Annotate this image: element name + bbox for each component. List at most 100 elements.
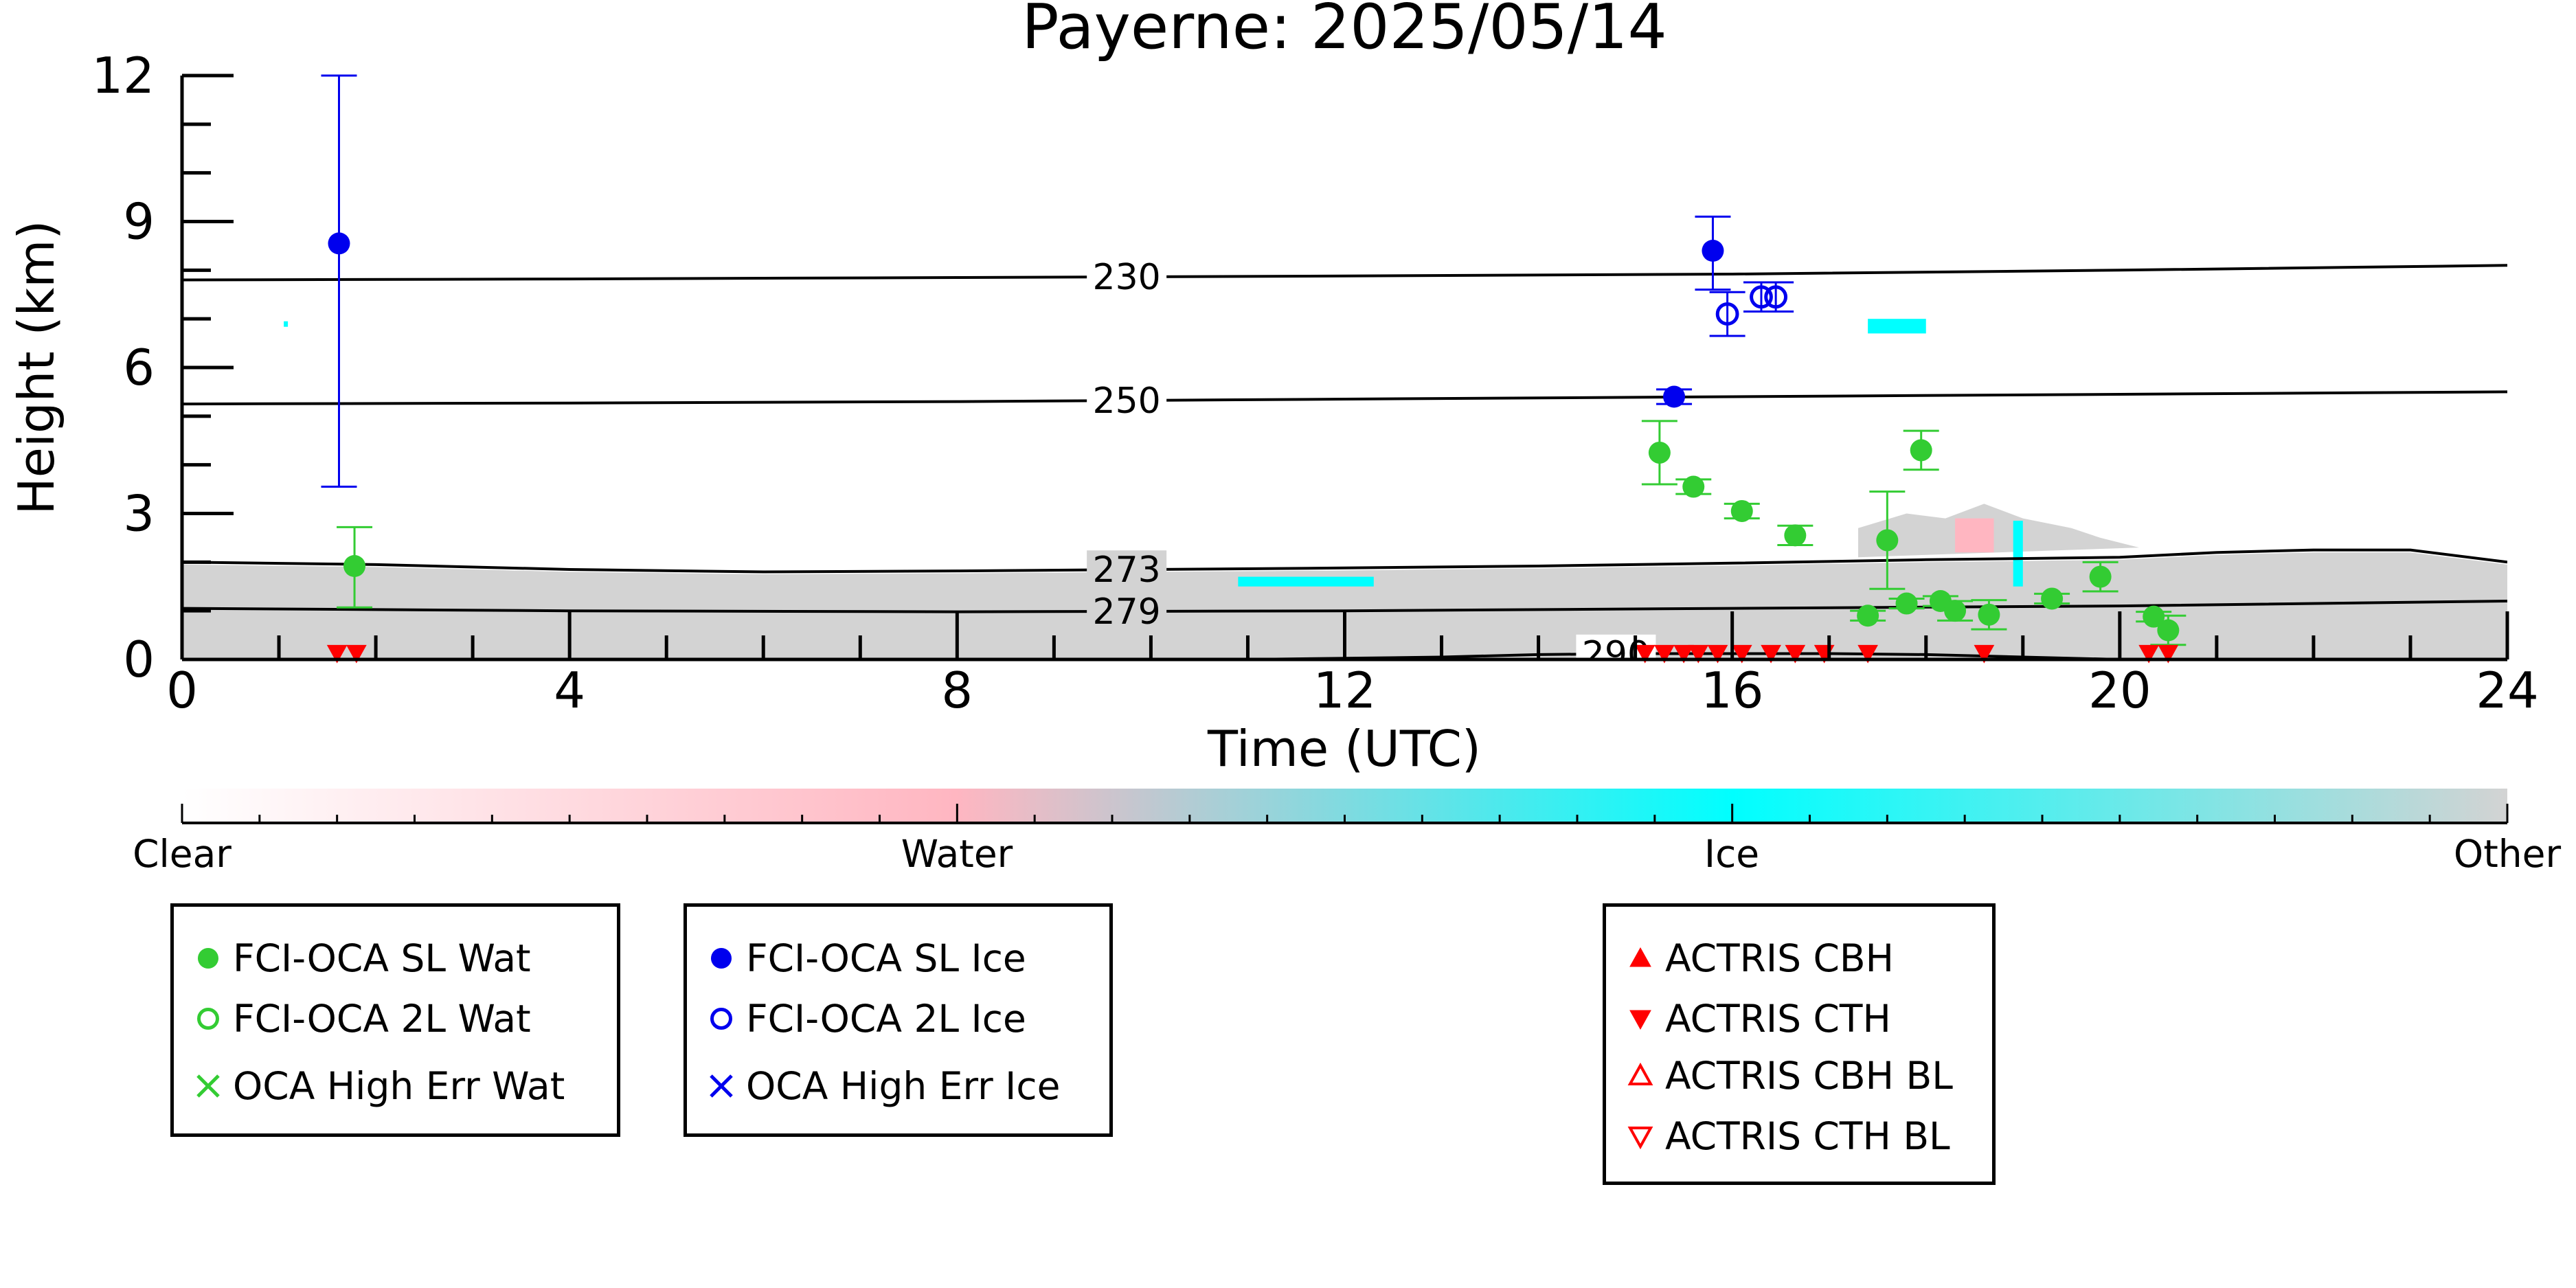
legend-label: OCA High Err Ice [746, 1064, 1061, 1108]
legend-marker-icon [196, 1074, 220, 1098]
legend-item: FCI-OCA SL Wat [193, 936, 531, 980]
data-point [2089, 565, 2112, 588]
isotherm-label: 250 [1093, 381, 1161, 422]
colorbar-label-ice: Ice [1704, 832, 1759, 876]
isotherm-line [182, 548, 2507, 574]
ice-class-region [1868, 319, 1926, 334]
data-point [2143, 605, 2165, 628]
data-point [1764, 285, 1788, 309]
data-point [1731, 644, 1752, 664]
legend-marker-icon [1627, 1062, 1653, 1085]
legend-marker-shape [710, 1008, 732, 1030]
data-point [328, 232, 350, 255]
ice-class-region [1238, 576, 1374, 587]
x-tick-label: 20 [2088, 662, 2151, 719]
data-point [1785, 644, 1806, 664]
cloud-classification-background [182, 319, 2507, 659]
y-tick-label: 3 [123, 485, 155, 543]
legend-label: FCI-OCA 2L Ice [746, 997, 1026, 1041]
data-point [2041, 587, 2064, 610]
x-tick-label: 16 [1701, 662, 1764, 719]
isotherm-label-bg [1087, 591, 1167, 631]
y-tick-label: 0 [123, 631, 155, 688]
x-ticks: 0 4 8 12 16 20 24 [166, 611, 2539, 719]
x-tick-label: 0 [166, 662, 198, 719]
isotherm-line [182, 390, 2507, 406]
legend-marker-shape [1627, 1127, 1653, 1150]
data-point [1730, 499, 1753, 522]
isotherm-label: 279 [1093, 591, 1161, 633]
data-point [1707, 644, 1728, 664]
x-axis-label: Time (UTC) [1207, 720, 1481, 778]
other-class-region [1858, 504, 2140, 558]
legend-label: ACTRIS CTH [1665, 997, 1891, 1041]
legend-marker-shape [196, 1074, 220, 1098]
data-point [1876, 529, 1899, 552]
data-point [1910, 439, 1932, 462]
data-point [1978, 603, 2000, 626]
data-point [1974, 644, 1995, 664]
data-point [1654, 644, 1675, 664]
colorbar-ticks [181, 804, 2509, 823]
legend-marker-icon [711, 948, 732, 969]
data-point [1702, 240, 1724, 262]
legend-item: OCA High Err Wat [193, 1064, 565, 1108]
x-tick-label: 8 [941, 662, 973, 719]
legend-item: ACTRIS CTH BL [1625, 1114, 1950, 1158]
isotherm-line [182, 600, 2507, 613]
legend-item: FCI-OCA 2L Ice [706, 997, 1026, 1041]
y-tick-label: 6 [123, 339, 155, 396]
colorbar-label-other: Other [2454, 832, 2562, 876]
data-point [346, 644, 367, 664]
y-axis-label: Height (km) [8, 221, 65, 515]
data-points [326, 232, 2180, 664]
legend-marker-icon [1629, 1010, 1651, 1030]
y-ticks: 0 3 6 9 12 [91, 47, 234, 688]
x-tick-label: 24 [2476, 662, 2539, 719]
legend-marker-shape [1627, 1062, 1653, 1085]
legend-marker-shape [1629, 1010, 1651, 1030]
legend-item: ACTRIS CBH [1625, 936, 1894, 980]
legend-item: ACTRIS CBH BL [1625, 1054, 1953, 1098]
legend-actris: ACTRIS CBH ACTRIS CTH ACTRIS CBH BL ACTR… [1603, 903, 1996, 1185]
ice-class-region [2013, 521, 2023, 587]
legend-marker-icon [710, 1008, 732, 1030]
data-point [343, 555, 366, 577]
legend-marker-shape [710, 1074, 733, 1098]
isotherm-label-bg [1087, 381, 1167, 420]
isotherm-label: 230 [1093, 257, 1161, 298]
isotherm-label: 273 [1093, 550, 1161, 591]
legend-item: FCI-OCA SL Ice [706, 936, 1026, 980]
data-point [1634, 644, 1656, 664]
data-point [1784, 524, 1807, 547]
data-point [1648, 441, 1671, 464]
isotherm-label-bg [1087, 550, 1167, 589]
legend-marker-shape [198, 948, 218, 969]
isotherm-label: 290 [1582, 634, 1650, 675]
x-tick-label: 4 [554, 662, 585, 719]
legend-marker-icon [197, 1008, 219, 1030]
isotherm-line [182, 264, 2507, 282]
data-point [2138, 644, 2159, 664]
legend-label: FCI-OCA SL Wat [233, 936, 531, 980]
legend-label: FCI-OCA SL Ice [746, 936, 1026, 980]
isotherm-label-bg [1087, 258, 1167, 297]
legend-ice: FCI-OCA SL Ice FCI-OCA 2L Ice OCA High E… [683, 903, 1113, 1137]
data-point [1688, 644, 1709, 664]
legend-marker-icon [198, 948, 218, 969]
colorbar-label-clear: Clear [133, 832, 231, 876]
colorbar-label-water: Water [901, 832, 1013, 876]
legend-marker-icon [1629, 947, 1651, 967]
x-tick-label: 12 [1313, 662, 1377, 719]
data-point [1944, 600, 1967, 622]
legend-label: ACTRIS CBH [1665, 936, 1894, 980]
legend-marker-shape [1629, 947, 1651, 967]
other-class-region [182, 552, 2507, 659]
data-point [2158, 644, 2179, 664]
legend-label: ACTRIS CTH BL [1665, 1114, 1950, 1158]
legend-marker-shape [197, 1008, 219, 1030]
legend-marker-shape [711, 948, 732, 969]
legend-item: OCA High Err Ice [706, 1064, 1061, 1108]
y-tick-label: 9 [123, 193, 155, 251]
